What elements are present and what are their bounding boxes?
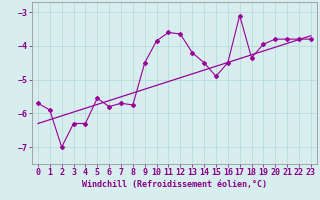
X-axis label: Windchill (Refroidissement éolien,°C): Windchill (Refroidissement éolien,°C) bbox=[82, 180, 267, 189]
